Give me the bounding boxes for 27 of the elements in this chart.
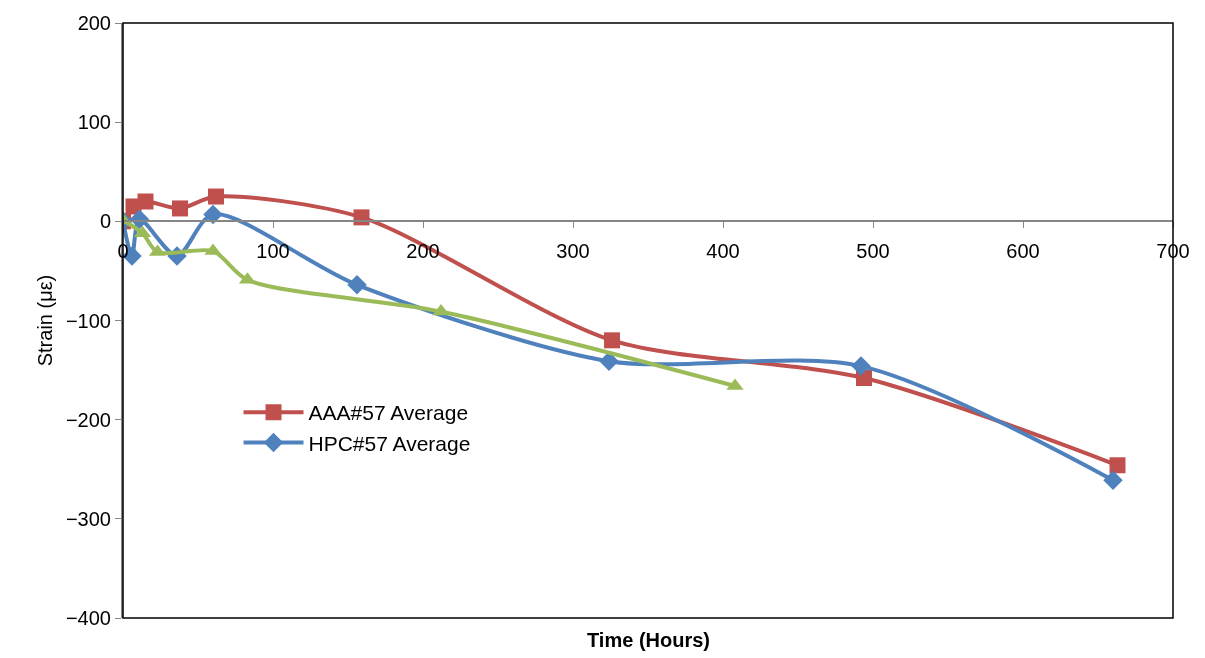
y-tick-label: −200 [65, 408, 111, 431]
y-tick-label: 100 [77, 111, 111, 134]
x-tick-label: 600 [1006, 240, 1040, 263]
point [203, 204, 223, 225]
y-tick-label: 200 [77, 12, 111, 34]
x-tick-label: 400 [706, 240, 740, 263]
x-tick-label: 0 [117, 240, 129, 263]
point [172, 200, 188, 217]
legend-label: AAA#57 Average [308, 401, 469, 425]
point [1103, 470, 1123, 490]
x-tick-label: 100 [256, 240, 290, 263]
y-tick-label: −100 [65, 309, 111, 332]
point [1109, 457, 1126, 474]
x-tick-label: 300 [556, 240, 590, 263]
point [851, 356, 871, 376]
point [347, 275, 367, 295]
y-tick-label: −400 [65, 607, 111, 629]
legend-label: HPC#57 Average [308, 431, 471, 455]
x-tick-label: 500 [856, 240, 890, 263]
x-axis-title: Time (Hours) [587, 629, 710, 651]
point [604, 332, 620, 349]
x-tick-label: 200 [406, 240, 440, 263]
y-axis-title: Strain (με) [33, 274, 56, 367]
y-tick-label: 0 [99, 210, 111, 233]
point [137, 193, 154, 210]
point [208, 188, 224, 205]
y-tick-label: −300 [65, 507, 111, 530]
